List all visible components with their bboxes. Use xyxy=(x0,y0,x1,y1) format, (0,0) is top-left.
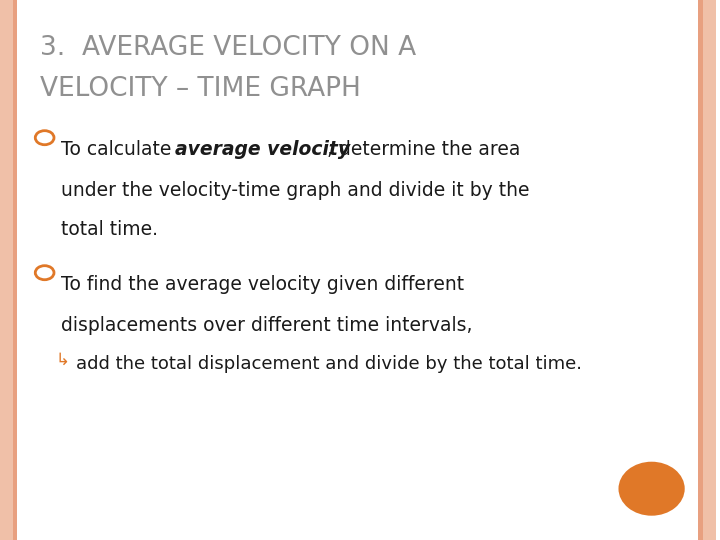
Bar xyxy=(0,0,13,540)
Text: To calculate: To calculate xyxy=(61,140,178,159)
Text: 3.  AVERAGE VELOCITY ON A: 3. AVERAGE VELOCITY ON A xyxy=(40,35,415,61)
Text: , determine the area: , determine the area xyxy=(327,140,520,159)
Bar xyxy=(698,0,703,540)
Text: To find the average velocity given different: To find the average velocity given diffe… xyxy=(61,275,464,294)
Bar xyxy=(13,0,17,540)
Text: ↳: ↳ xyxy=(55,351,69,369)
Text: average velocity: average velocity xyxy=(175,140,351,159)
Text: total time.: total time. xyxy=(61,220,158,239)
Text: VELOCITY – TIME GRAPH: VELOCITY – TIME GRAPH xyxy=(40,76,361,102)
Text: add the total displacement and divide by the total time.: add the total displacement and divide by… xyxy=(76,355,582,373)
Bar xyxy=(703,0,716,540)
Text: displacements over different time intervals,: displacements over different time interv… xyxy=(61,316,473,335)
Text: under the velocity-time graph and divide it by the: under the velocity-time graph and divide… xyxy=(61,181,530,200)
Ellipse shape xyxy=(618,462,685,516)
